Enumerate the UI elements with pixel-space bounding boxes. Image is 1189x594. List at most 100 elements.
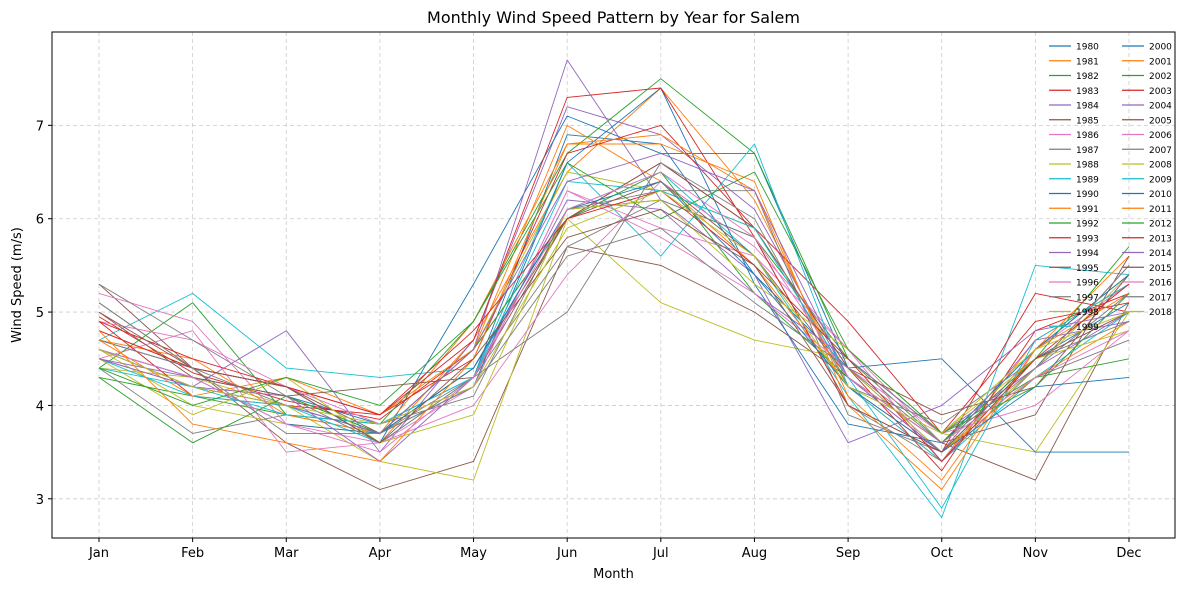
legend-item: 2010 [1122,190,1172,200]
legend-label: 1998 [1076,308,1099,318]
legend-label: 2016 [1149,279,1172,289]
legend-item: 2002 [1122,72,1172,82]
x-tick-label: Nov [1023,546,1049,561]
legend-label: 2012 [1149,220,1172,230]
legend-item: 2005 [1122,116,1172,126]
series-line-2007 [98,162,1130,444]
y-tick-label: 4 [36,399,44,414]
legend-label: 2008 [1149,161,1172,171]
legend-item: 1986 [1049,131,1099,141]
x-tick-label: May [460,546,487,561]
x-tick-label: Jan [88,546,109,561]
legend-label: 1997 [1076,293,1099,303]
legend-item: 1991 [1049,205,1099,215]
legend-item: 1985 [1049,116,1099,126]
legend-item: 2016 [1122,279,1172,289]
series-line-1994 [98,59,1130,444]
legend-item: 2008 [1122,161,1172,171]
legend-item: 1995 [1049,264,1099,274]
chart-title: Monthly Wind Speed Pattern by Year for S… [427,8,800,27]
legend-item: 1988 [1049,161,1099,171]
x-axis-label: Month [593,567,634,582]
series-line-2013 [98,190,1130,462]
legend-label: 1990 [1076,190,1099,200]
legend-label: 2014 [1149,249,1172,259]
legend-item: 2004 [1122,102,1172,112]
legend-label: 1991 [1076,205,1099,215]
legend-label: 1981 [1076,57,1099,67]
x-tick-label: Feb [181,546,204,561]
legend-item: 2000 [1122,43,1172,53]
series-lines [98,59,1130,518]
legend-label: 2006 [1149,131,1172,141]
legend-item: 2015 [1122,264,1172,274]
legend-item: 2001 [1122,57,1172,67]
series-line-2018 [98,190,1130,434]
legend-label: 1984 [1076,102,1099,112]
legend-label: 1992 [1076,220,1099,230]
series-line-1992 [98,78,1130,434]
series-line-2016 [98,171,1130,453]
legend-label: 1986 [1076,131,1099,141]
y-tick-label: 5 [36,306,44,321]
legend-label: 2018 [1149,308,1172,318]
x-tick-label: Jun [556,546,577,561]
x-tick-label: Apr [369,546,392,561]
legend-label: 1994 [1076,249,1099,259]
legend-item: 1993 [1049,234,1099,244]
x-tick-label: Dec [1116,546,1141,561]
legend-item: 2018 [1122,308,1172,318]
legend-item: 1999 [1049,323,1099,333]
y-tick-label: 3 [36,493,44,508]
legend-item: 2003 [1122,87,1172,97]
legend-item: 1990 [1049,190,1099,200]
series-line-2001 [98,124,1130,453]
legend-item: 2013 [1122,234,1172,244]
legend-item: 2012 [1122,220,1172,230]
legend-item: 1989 [1049,175,1099,185]
legend-label: 1995 [1076,264,1099,274]
legend-item: 1994 [1049,249,1099,259]
legend-label: 1996 [1076,279,1099,289]
legend-label: 1989 [1076,175,1099,185]
x-tick-label: Sep [836,546,861,561]
legend-item: 1980 [1049,43,1099,53]
legend-label: 2017 [1149,293,1172,303]
legend-label: 2001 [1149,57,1172,67]
legend-label: 2013 [1149,234,1172,244]
legend-item: 2011 [1122,205,1172,215]
x-tick-label: Aug [742,546,767,561]
legend-label: 2005 [1149,116,1172,126]
legend-label: 1983 [1076,87,1099,97]
series-line-1998 [98,171,1130,453]
legend-item: 1998 [1049,308,1099,318]
legend-item: 2006 [1122,131,1172,141]
legend-item: 1983 [1049,87,1099,97]
legend: 1980 1981 1982 1983 1984 1985 1986 1987 1988 1989… [1049,43,1172,333]
legend-label: 1987 [1076,146,1099,156]
legend-item: 1984 [1049,102,1099,112]
x-tick-label: Oct [930,546,952,561]
legend-item: 2007 [1122,146,1172,156]
legend-item: 1992 [1049,220,1099,230]
legend-label: 2010 [1149,190,1172,200]
legend-item: 1996 [1049,279,1099,289]
series-line-2009 [98,180,1130,509]
y-axis-label: Wind Speed (m/s) [10,227,25,343]
legend-label: 1993 [1076,234,1099,244]
legend-item: 1981 [1049,57,1099,67]
x-tick-label: Jul [652,546,669,561]
legend-label: 2011 [1149,205,1172,215]
series-line-2015 [98,208,1130,453]
plot-area-frame [51,31,1176,539]
legend-label: 1980 [1076,43,1099,53]
legend-label: 1988 [1076,161,1099,171]
legend-item: 1982 [1049,72,1099,82]
y-tick-label: 6 [36,213,44,228]
series-line-2006 [98,190,1130,434]
legend-label: 2002 [1149,72,1172,82]
series-line-2017 [98,227,1130,444]
